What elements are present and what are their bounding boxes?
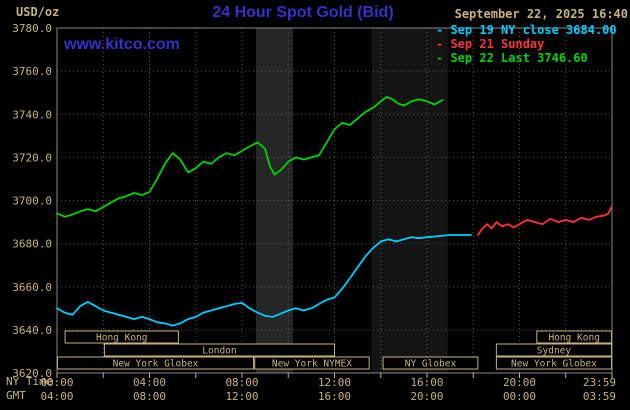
- legend-item-sep19-close: - Sep 19 NY close 3684.00: [436, 23, 617, 37]
- session-label: Sydney: [537, 346, 572, 357]
- datetime-label: September 22, 2025 16:40: [454, 7, 628, 21]
- svg-text:12:00: 12:00: [225, 390, 258, 403]
- session-label: Hong Kong: [96, 333, 147, 344]
- gmt-axis-label: GMT: [6, 389, 26, 402]
- session-label: Hong Kong: [548, 333, 599, 344]
- svg-text:3660.0: 3660.0: [12, 281, 52, 294]
- session-box: [103, 343, 335, 357]
- session-label: New York Globex: [113, 359, 199, 370]
- session-box: [495, 343, 613, 357]
- svg-text:3680.0: 3680.0: [12, 238, 52, 251]
- page-title: 24 Hour Spot Gold (Bid): [212, 4, 394, 21]
- svg-text:00:00: 00:00: [503, 390, 536, 403]
- price-line: [476, 206, 613, 236]
- svg-text:20:00: 20:00: [503, 376, 536, 389]
- session-box: [56, 356, 255, 370]
- svg-text:3640.0: 3640.0: [12, 324, 52, 337]
- session-box: [536, 330, 613, 344]
- svg-text:3720.0: 3720.0: [12, 151, 52, 164]
- session-box: [64, 330, 179, 344]
- svg-text:00:00: 00:00: [40, 376, 73, 389]
- ny-time-axis-label: NY Time: [6, 375, 53, 388]
- session-box: [382, 356, 479, 370]
- svg-text:04:00: 04:00: [133, 376, 166, 389]
- svg-text:3740.0: 3740.0: [12, 108, 52, 121]
- svg-text:16:00: 16:00: [318, 390, 351, 403]
- legend: - Sep 19 NY close 3684.00 - Sep 21 Sunda…: [436, 23, 617, 65]
- svg-text:3700.0: 3700.0: [12, 195, 52, 208]
- legend-item-sep21-sunday: - Sep 21 Sunday: [436, 37, 545, 51]
- svg-text:03:59: 03:59: [583, 390, 616, 403]
- session-label: London: [202, 346, 236, 357]
- price-line: [56, 234, 472, 327]
- svg-text:16:00: 16:00: [410, 376, 443, 389]
- svg-text:08:00: 08:00: [133, 390, 166, 403]
- session-box: [254, 356, 370, 370]
- svg-text:20:00: 20:00: [410, 390, 443, 403]
- session-label: New York Globex: [511, 359, 597, 370]
- svg-text:04:00: 04:00: [40, 390, 73, 403]
- svg-text:3620.0: 3620.0: [12, 367, 52, 380]
- session-label: New York NYMEX: [272, 359, 352, 370]
- svg-text:08:00: 08:00: [225, 376, 258, 389]
- legend-item-sep22-last: - Sep 22 Last 3746.60: [436, 51, 588, 65]
- svg-text:3760.0: 3760.0: [12, 65, 52, 78]
- session-label: NY Globex: [405, 359, 457, 370]
- price-line: [56, 96, 444, 218]
- svg-text:12:00: 12:00: [318, 376, 351, 389]
- kitco-link[interactable]: www.kitco.com: [64, 36, 180, 53]
- svg-text:23:59: 23:59: [583, 376, 616, 389]
- svg-text:3780.0: 3780.0: [12, 22, 52, 35]
- session-box: [495, 356, 613, 370]
- units-label: USD/oz: [16, 5, 60, 19]
